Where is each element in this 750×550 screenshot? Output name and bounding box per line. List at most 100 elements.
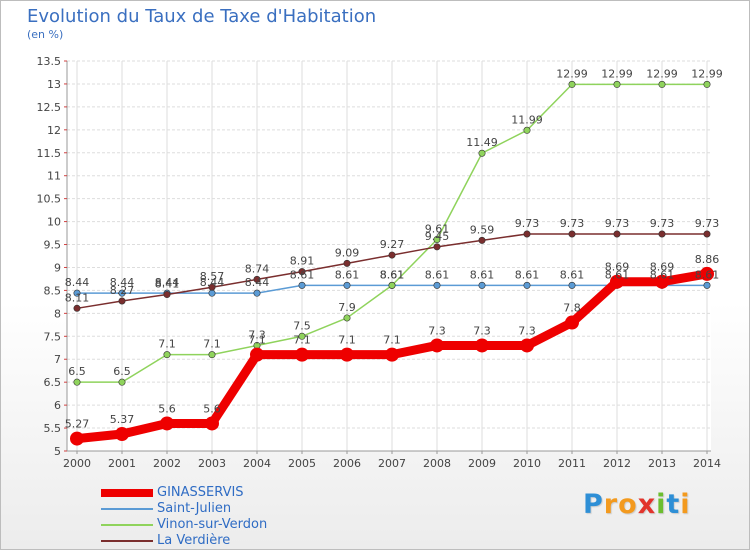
y-tick-label: 6.5: [44, 376, 62, 389]
y-tick-label: 9: [54, 261, 61, 274]
data-label: 9.73: [515, 217, 540, 230]
legend-label: GINASSERVIS: [157, 485, 244, 500]
data-point: [208, 289, 216, 297]
legend-swatch: [101, 524, 153, 526]
data-label: 12.99: [556, 67, 588, 80]
data-label: 9.27: [380, 238, 405, 251]
data-point: [700, 266, 714, 281]
data-point: [565, 315, 579, 330]
data-point: [478, 281, 486, 289]
data-label: 8.44: [245, 276, 270, 289]
data-point: [610, 274, 624, 289]
data-label: 8.61: [290, 268, 315, 281]
legend-swatch: [101, 508, 153, 510]
data-label: 8.44: [155, 276, 180, 289]
series-vinon-sur-verdon: [73, 80, 711, 386]
data-point: [478, 149, 486, 157]
y-tick-label: 13: [47, 78, 61, 91]
data-point: [433, 235, 441, 243]
data-point: [703, 80, 711, 88]
data-label: 9.73: [695, 217, 720, 230]
data-label: 7.1: [338, 334, 356, 347]
y-tick-label: 5.5: [44, 422, 62, 435]
data-label: 9.45: [425, 230, 450, 243]
data-point: [613, 230, 621, 238]
series-ginasservis: [70, 266, 714, 446]
data-label: 8.57: [200, 270, 225, 283]
x-tick-label: 2009: [468, 457, 496, 470]
data-label: 7.8: [563, 302, 581, 315]
data-label: 11.49: [466, 136, 498, 149]
data-label: 8.91: [290, 255, 315, 268]
data-point: [343, 314, 351, 322]
data-point: [295, 347, 309, 362]
data-point: [385, 347, 399, 362]
y-tick-label: 11: [47, 170, 61, 183]
data-point: [478, 236, 486, 244]
series-la-verdi-re: [73, 230, 711, 312]
data-point: [73, 378, 81, 386]
legend-swatch: [101, 489, 153, 497]
data-label: 9.73: [605, 217, 630, 230]
data-point: [430, 338, 444, 353]
chart-unit: (en %): [27, 28, 64, 41]
data-point: [388, 281, 396, 289]
data-label: 8.69: [650, 261, 675, 274]
data-point: [208, 351, 216, 359]
legend-label: La Verdière: [157, 533, 231, 548]
data-label: 5.6: [158, 402, 176, 415]
x-tick-label: 2013: [648, 457, 676, 470]
data-label: 5.27: [65, 418, 90, 431]
x-tick-label: 2005: [288, 457, 316, 470]
data-label: 9.59: [470, 223, 495, 236]
data-label: 8.69: [605, 261, 630, 274]
data-label: 8.44: [65, 276, 90, 289]
proxiti-logo: Proxiti: [583, 489, 691, 520]
x-tick-label: 2014: [693, 457, 721, 470]
data-label: 12.99: [646, 67, 678, 80]
y-tick-label: 12.5: [37, 101, 62, 114]
data-label: 8.11: [65, 291, 90, 304]
logo-letter: P: [583, 489, 604, 520]
data-label: 8.61: [650, 268, 675, 281]
data-point: [298, 281, 306, 289]
data-point: [523, 281, 531, 289]
data-label: 8.61: [380, 268, 405, 281]
y-tick-label: 12: [47, 124, 61, 137]
data-label: 11.99: [511, 113, 543, 126]
data-point: [655, 274, 669, 289]
data-label: 12.99: [601, 67, 633, 80]
y-tick-label: 13.5: [37, 55, 62, 68]
data-point: [73, 289, 81, 297]
data-label: 8.61: [605, 268, 630, 281]
data-point: [568, 80, 576, 88]
legend-swatch: [101, 540, 153, 542]
chart-title: Evolution du Taux de Taxe d'Habitation: [27, 6, 377, 27]
data-point: [703, 281, 711, 289]
data-point: [343, 259, 351, 267]
data-point: [523, 126, 531, 134]
data-label: 8.61: [515, 268, 540, 281]
x-tick-label: 2008: [423, 457, 451, 470]
data-point: [163, 351, 171, 359]
x-tick-label: 2011: [558, 457, 586, 470]
data-label: 7.1: [248, 334, 266, 347]
data-point: [118, 289, 126, 297]
data-point: [658, 230, 666, 238]
data-point: [73, 304, 81, 312]
data-point: [118, 378, 126, 386]
data-label: 12.99: [691, 67, 723, 80]
data-point: [475, 338, 489, 353]
logo-letter: x: [637, 489, 657, 520]
data-point: [568, 281, 576, 289]
data-point: [160, 416, 174, 431]
data-label: 8.74: [245, 262, 270, 275]
x-tick-label: 2004: [243, 457, 271, 470]
legend-label: Saint-Julien: [157, 501, 232, 516]
x-tick-label: 2012: [603, 457, 631, 470]
y-tick-label: 10.5: [37, 193, 62, 206]
data-point: [298, 332, 306, 340]
data-label: 5.6: [203, 402, 221, 415]
data-label: 8.61: [560, 268, 585, 281]
